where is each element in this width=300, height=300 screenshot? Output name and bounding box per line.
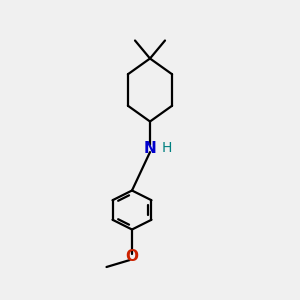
Text: N: N <box>144 141 156 156</box>
Text: H: H <box>161 142 172 155</box>
Text: O: O <box>125 249 139 264</box>
